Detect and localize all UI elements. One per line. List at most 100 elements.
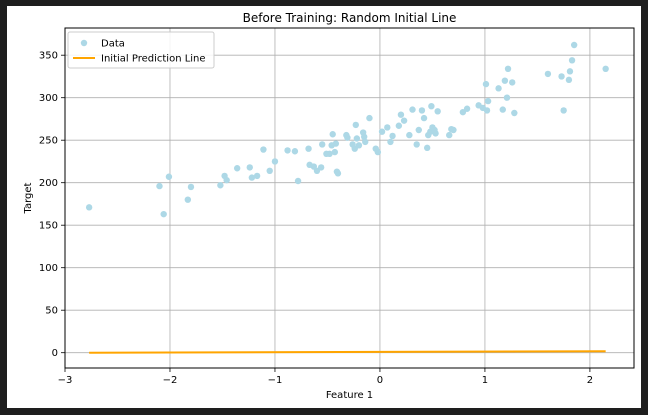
data-point <box>602 65 609 72</box>
x-tick-label: 1 <box>482 375 488 386</box>
y-tick-label: 200 <box>39 178 58 189</box>
data-point <box>420 114 428 122</box>
data-point <box>504 65 512 72</box>
data-point <box>560 107 567 114</box>
data-point <box>446 131 453 139</box>
data-point <box>223 176 230 184</box>
data-point <box>558 73 565 80</box>
data-point <box>397 111 405 118</box>
data-point <box>156 182 163 190</box>
data-point <box>326 150 333 157</box>
plot-area <box>85 41 609 354</box>
data-point <box>344 134 351 141</box>
data-point <box>483 107 491 114</box>
data-point <box>184 196 192 203</box>
data-point <box>389 132 396 140</box>
data-point <box>329 131 336 138</box>
data-point <box>362 138 369 146</box>
y-tick-label: 250 <box>39 136 58 147</box>
data-point <box>544 70 552 78</box>
data-point <box>463 105 471 112</box>
data-point <box>366 114 373 122</box>
x-axis-label: Feature 1 <box>326 390 373 401</box>
data-point <box>266 167 273 174</box>
data-point <box>353 135 361 142</box>
data-point <box>495 85 502 92</box>
data-point <box>566 68 574 75</box>
data-point <box>160 210 167 218</box>
y-tick-label: 100 <box>39 263 58 274</box>
data-point <box>482 80 490 88</box>
x-tick-label: 0 <box>377 375 383 386</box>
data-point <box>415 126 422 134</box>
y-tick-label: 300 <box>39 93 58 104</box>
data-point <box>570 41 578 49</box>
data-point <box>406 131 413 139</box>
data-point <box>434 108 441 115</box>
data-point <box>253 172 261 180</box>
y-axis-label: Target <box>23 182 34 214</box>
data-point <box>374 148 382 156</box>
legend-label-line: Initial Prediction Line <box>101 54 206 65</box>
data-point <box>291 148 299 155</box>
data-point <box>355 142 363 149</box>
data-point <box>565 76 573 84</box>
data-point <box>418 107 426 114</box>
axis-ticks: −3 −2 −1 0 1 2 0 50 100 150 200 250 300 350 <box>39 51 593 386</box>
plot-frame <box>64 27 635 369</box>
data-point <box>85 204 93 211</box>
y-tick-label: 0 <box>52 348 58 359</box>
data-point <box>248 174 256 181</box>
data-point <box>384 124 391 131</box>
data-point <box>484 97 492 105</box>
legend-label-data: Data <box>101 39 125 50</box>
data-point <box>352 121 359 129</box>
data-point <box>334 170 342 177</box>
data-point <box>332 140 340 147</box>
y-tick-label: 50 <box>45 306 58 317</box>
data-point <box>432 130 439 137</box>
legend-box <box>67 31 215 69</box>
data-point <box>294 177 302 185</box>
data-point <box>187 183 195 191</box>
grid <box>64 28 634 368</box>
data-point <box>233 165 241 172</box>
data-point <box>387 138 394 146</box>
data-point <box>360 133 368 140</box>
scatter-chart: −3 −2 −1 0 1 2 0 50 100 150 200 250 300 350 Before Tr… <box>23 11 635 401</box>
data-point <box>284 147 291 154</box>
data-point <box>331 148 339 156</box>
prediction-line <box>89 350 606 354</box>
figure: −3 −2 −1 0 1 2 0 50 100 150 200 250 300 350 Before Tr… <box>7 6 641 408</box>
data-point <box>409 106 416 113</box>
data-point <box>217 182 224 189</box>
data-point <box>305 145 312 152</box>
data-point <box>501 77 509 84</box>
data-point <box>260 146 267 153</box>
data-point <box>395 122 403 129</box>
data-point <box>271 158 279 165</box>
x-tick-label: −3 <box>58 375 73 386</box>
data-point <box>450 126 457 134</box>
data-point <box>503 94 511 101</box>
data-point <box>428 103 435 110</box>
data-point <box>568 57 576 64</box>
data-point <box>499 106 506 113</box>
data-point <box>511 109 518 117</box>
y-tick-label: 350 <box>39 51 58 62</box>
data-point <box>400 117 408 124</box>
x-tick-label: −1 <box>268 375 283 386</box>
y-tick-label: 150 <box>39 221 58 232</box>
data-point <box>509 79 516 86</box>
data-point <box>319 141 326 148</box>
data-point <box>413 141 420 148</box>
data-point <box>246 164 253 171</box>
data-point <box>317 164 325 171</box>
x-tick-label: −2 <box>163 375 178 386</box>
legend: Data Initial Prediction Line <box>67 31 215 69</box>
data-point <box>378 128 386 135</box>
chart-title: Before Training: Random Initial Line <box>243 11 457 25</box>
data-point <box>165 173 173 180</box>
data-point <box>423 144 431 152</box>
legend-marker-data <box>80 39 88 47</box>
